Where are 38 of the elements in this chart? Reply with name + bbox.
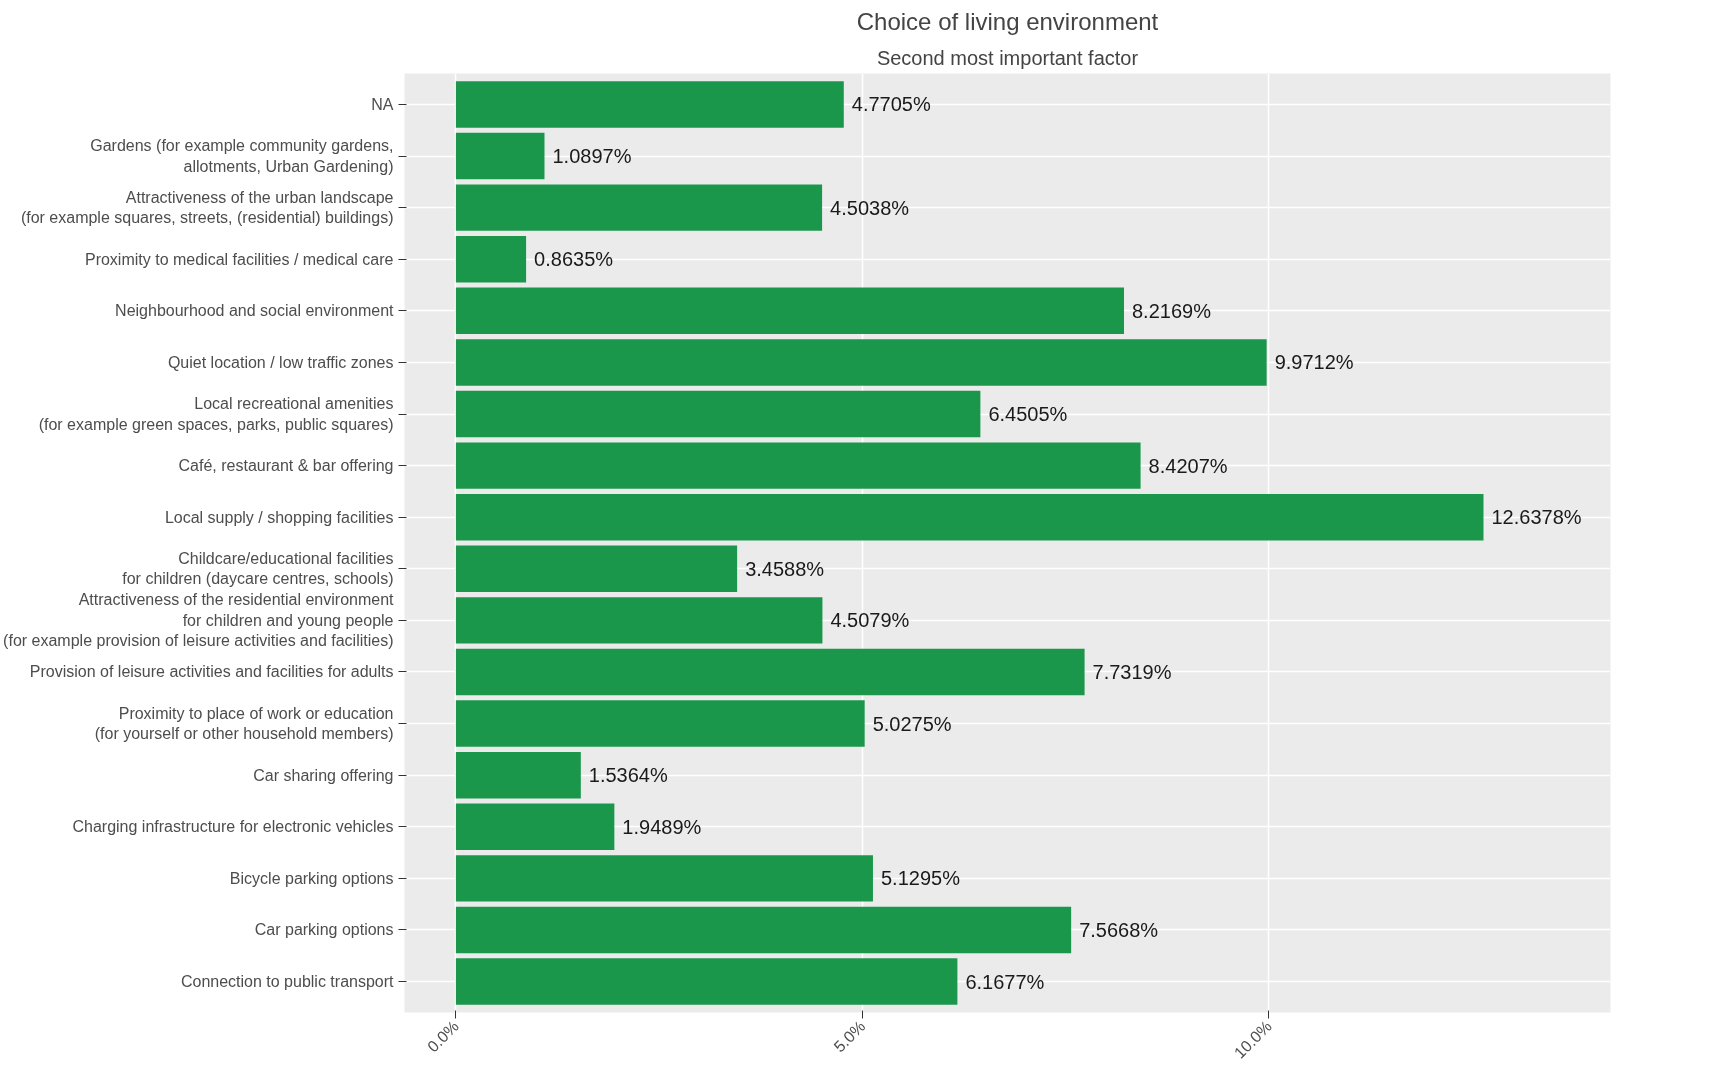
y-tick-label: Attractiveness of the urban landscape (for example squares, streets, (residential) buildings) bbox=[20, 188, 394, 227]
y-tick-label: Car sharing offering bbox=[253, 766, 394, 784]
data-label: 4.7705% bbox=[851, 93, 931, 116]
data-label: 5.1295% bbox=[880, 867, 961, 890]
y-tick-label: Proximity to place of work or education (for yourself or other household members) bbox=[94, 704, 394, 743]
y-tick-label: Connection to public transport bbox=[180, 973, 395, 991]
data-label: 7.5668% bbox=[1079, 918, 1159, 941]
data-label: 3.4588% bbox=[745, 557, 825, 580]
data-label: 6.1677% bbox=[965, 970, 1045, 993]
y-tick-label: Gardens (for example community gardens, allotments, Urban Gardening) bbox=[90, 137, 394, 175]
y-tick-label: Local recreational amenities (for example green spaces, parks, public squares) bbox=[38, 395, 394, 433]
data-label: 9.9712% bbox=[1274, 351, 1354, 374]
y-tick-label: Local supply / shopping facilities bbox=[164, 508, 394, 526]
data-label: 8.2169% bbox=[1132, 299, 1212, 322]
y-tick-label: Proximity to medical facilities / medical care bbox=[84, 250, 394, 268]
data-label: 1.0897% bbox=[552, 145, 632, 168]
y-tick-label: Bicycle parking options bbox=[229, 869, 394, 887]
data-label: 0.8635% bbox=[534, 248, 614, 271]
chart-title: Choice of living environment bbox=[856, 7, 1159, 35]
data-label: 1.5364% bbox=[588, 764, 668, 787]
data-label: 5.0275% bbox=[872, 712, 952, 735]
data-label: 4.5079% bbox=[830, 609, 910, 632]
y-tick-label: Provision of leisure activities and facilities for adults bbox=[29, 663, 394, 681]
y-tick-label: Neighbourhood and social environment bbox=[115, 302, 395, 320]
y-tick-label: Café, restaurant & bar offering bbox=[178, 457, 394, 475]
data-label: 4.5038% bbox=[830, 196, 910, 219]
y-tick-label: Attractiveness of the residential environment for children and young people (for example provision of leisure activities and facilities) bbox=[3, 591, 395, 650]
chart-subtitle: Second most important factor bbox=[876, 46, 1139, 69]
data-label: 8.4207% bbox=[1148, 454, 1228, 477]
data-label: 1.9489% bbox=[622, 815, 702, 838]
data-label: 7.7319% bbox=[1092, 660, 1172, 683]
y-tick-label: Quiet location / low traffic zones bbox=[167, 353, 394, 371]
y-tick-label: Charging infrastructure for electronic vehicles bbox=[72, 818, 394, 836]
y-tick-label: NA bbox=[371, 95, 394, 113]
y-tick-label: Car parking options bbox=[254, 921, 394, 939]
data-label: 6.4505% bbox=[988, 403, 1068, 426]
data-label: 12.6378% bbox=[1491, 506, 1582, 529]
y-tick-label: Childcare/educational facilities for children (daycare centres, schools) bbox=[122, 550, 394, 588]
